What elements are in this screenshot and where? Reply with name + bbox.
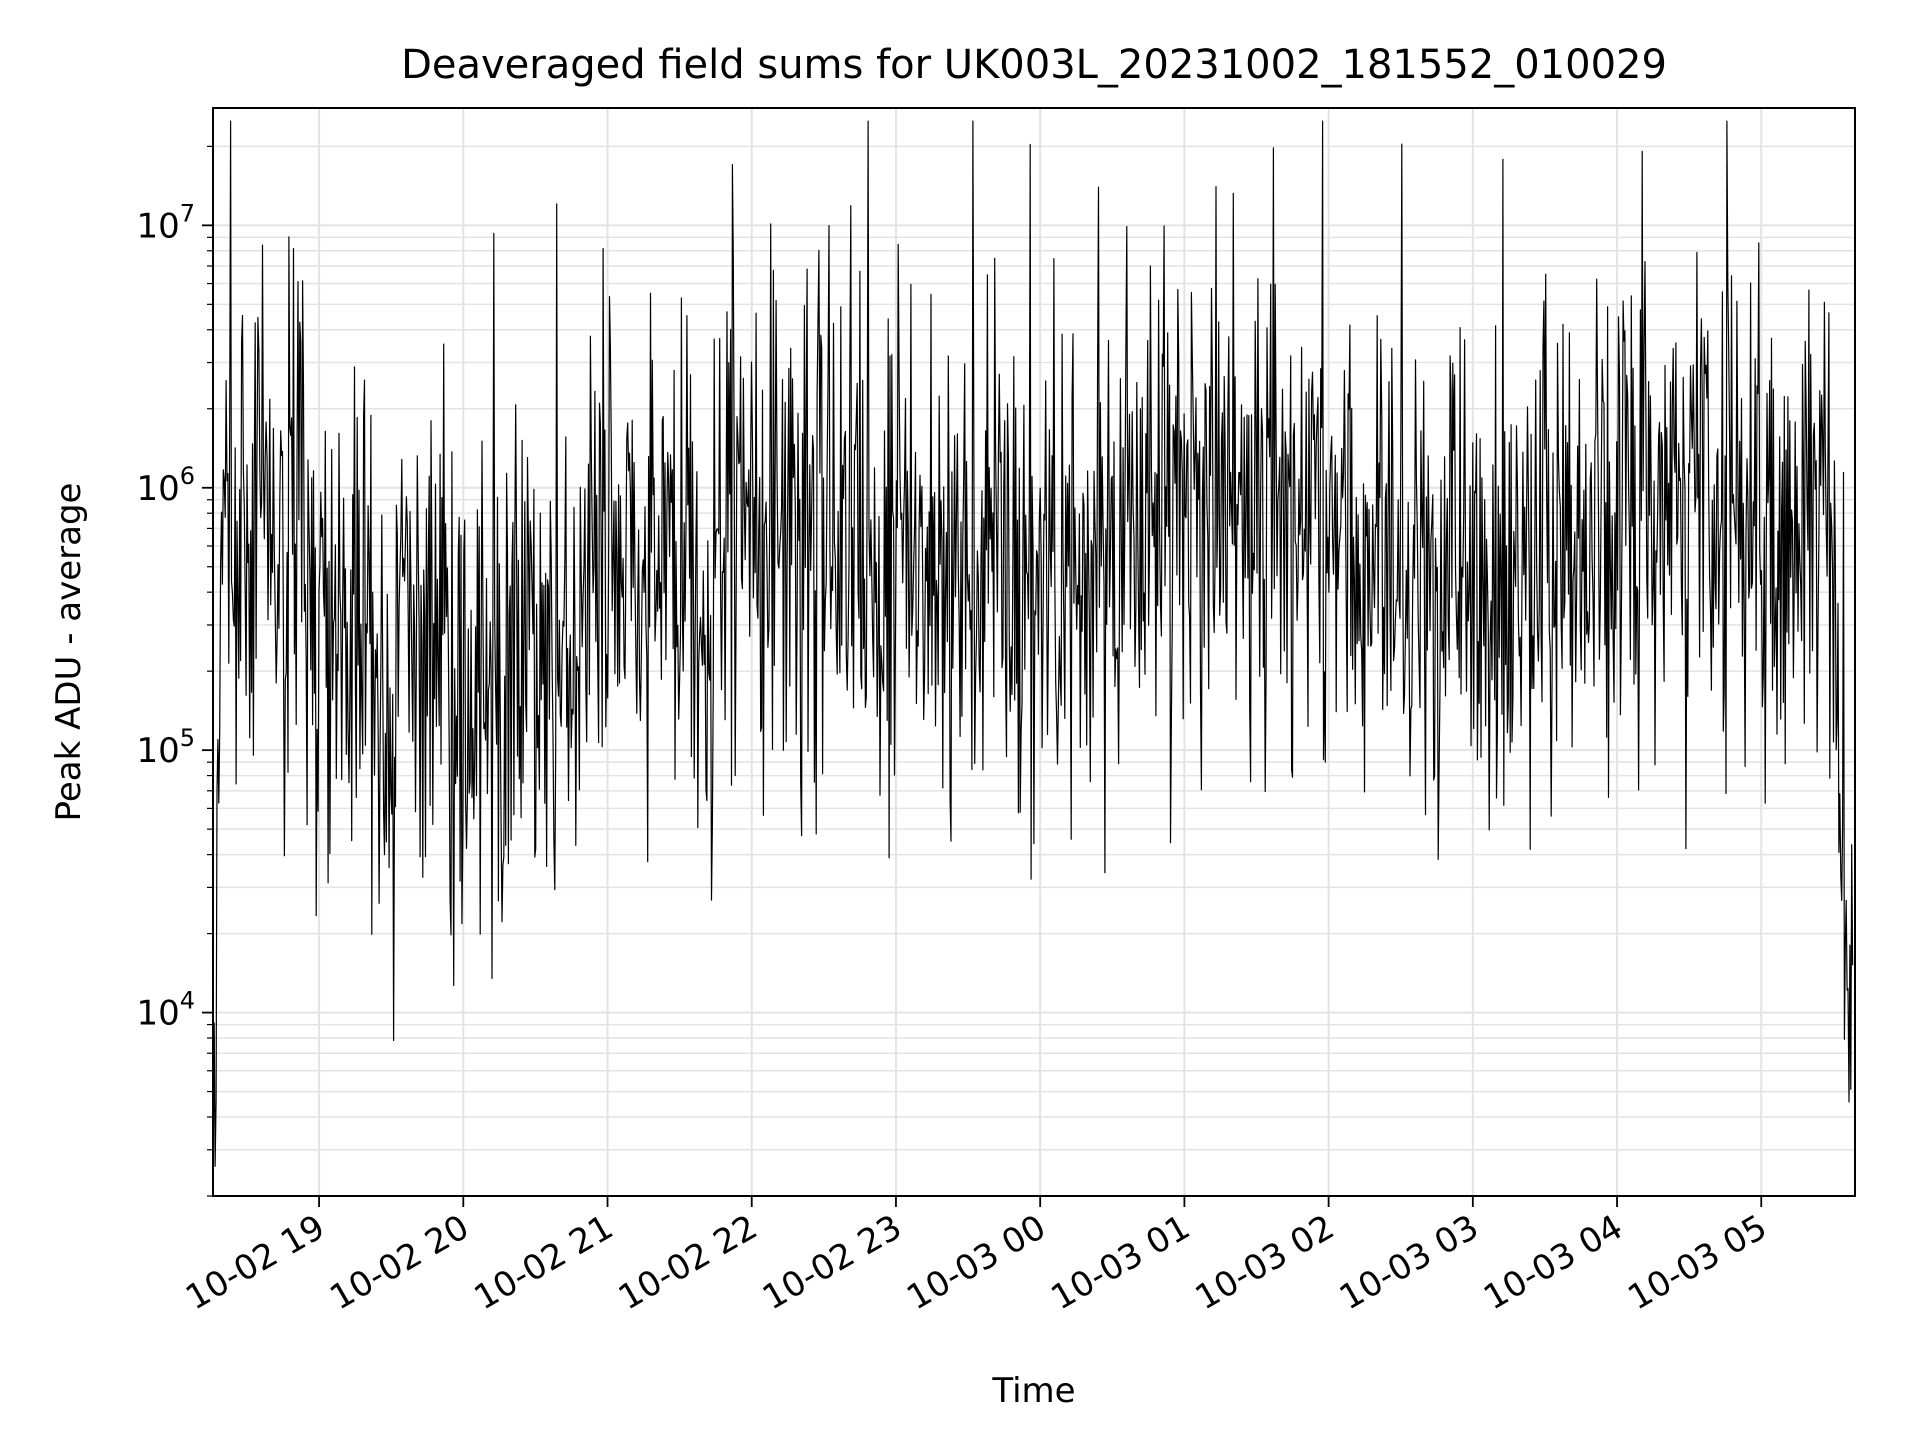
series-line (212, 120, 1854, 1167)
y-tick-label: 107 (136, 199, 195, 246)
plot-frame (212, 107, 1856, 1197)
y-tick-label: 106 (136, 462, 195, 509)
y-axis-label: Peak ADU - average (49, 483, 89, 822)
x-axis-label: Time (991, 1371, 1075, 1411)
chart-title: Deaveraged field sums for UK003L_2023100… (401, 42, 1667, 88)
y-tick-label: 105 (136, 724, 195, 771)
y-tick-label: 104 (136, 987, 195, 1034)
y-axis: 104 105 106 107 (136, 145, 213, 1197)
data-layer (212, 120, 1854, 1167)
